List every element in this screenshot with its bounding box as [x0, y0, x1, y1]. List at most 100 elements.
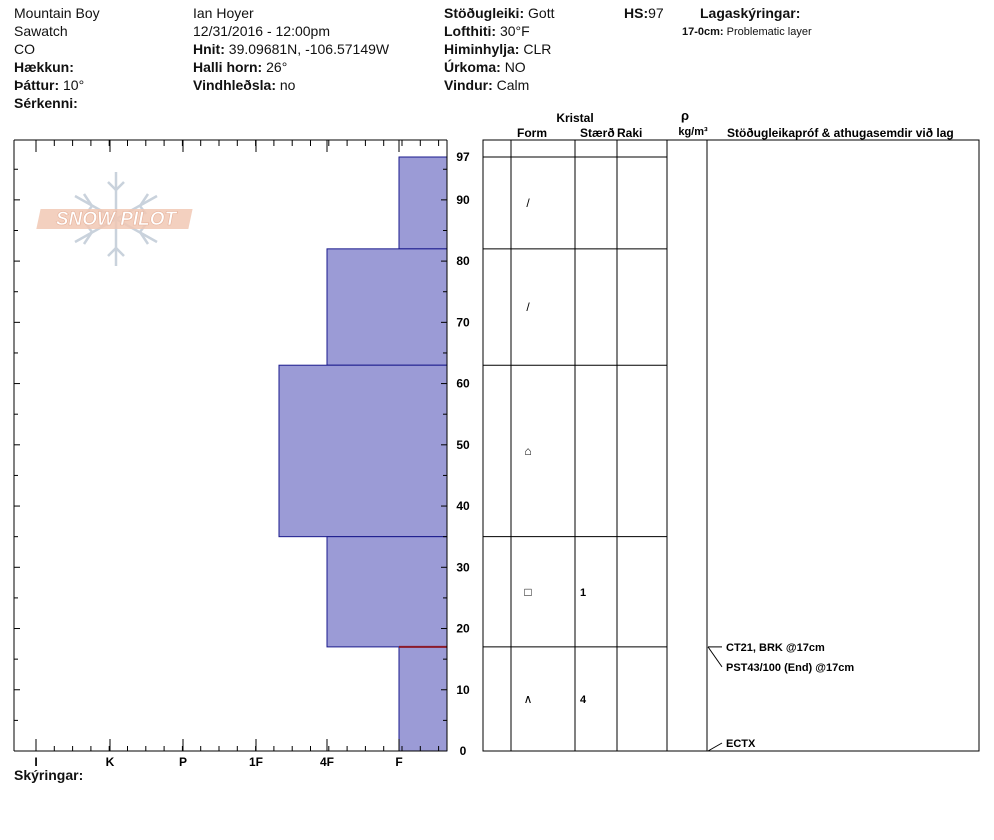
- location: Mountain Boy: [14, 5, 100, 21]
- elevation-row: Hækkun:: [14, 58, 74, 76]
- layer-note: 17-0cm: Problematic layer: [682, 23, 812, 41]
- features-label: Sérkenni:: [14, 95, 78, 111]
- coords-label: Hnit:: [193, 41, 225, 57]
- depth-tick-label: 70: [456, 315, 470, 329]
- depth-tick-label: 0: [460, 744, 467, 758]
- depth-tick-label: 80: [456, 254, 470, 268]
- hardness-layer-bar: [278, 364, 448, 538]
- tests-header: Stöðugleikapróf & athugasemdir við lag: [727, 126, 954, 140]
- bottom-tick-marks: [35, 739, 440, 751]
- hardness-plot: 0 10 20 30 40 50 60 70 80 90 97 I K P 1F 4F F: [13, 139, 470, 769]
- depth-tick-label: 97: [456, 150, 470, 164]
- layer-notes-label: Lagaskýringar:: [700, 5, 801, 21]
- depth-tick-label: 10: [456, 683, 470, 697]
- stability-value: Gott: [528, 5, 555, 21]
- moisture-header: Raki: [617, 126, 642, 140]
- hardness-layers: [278, 156, 448, 752]
- stability-label: Stöðugleiki:: [444, 5, 525, 21]
- depth-tick-label: 50: [456, 438, 470, 452]
- layer-note-depth: 17-0cm:: [682, 26, 724, 38]
- slope-row: Halli horn: 26°: [193, 58, 287, 76]
- test-result: ECTX: [726, 738, 756, 750]
- aspect-row: Þáttur: 10°: [14, 76, 84, 94]
- depth-tick-labels: 0 10 20 30 40 50 60 70 80 90 97: [456, 150, 470, 758]
- depth-tick-label: 90: [456, 193, 470, 207]
- wind-label: Vindur:: [444, 77, 493, 93]
- notes-row: Skýringar:: [14, 766, 83, 784]
- density-unit: kg/m³: [678, 126, 708, 138]
- logo-text: SNOW PILOT: [56, 209, 178, 230]
- hs-value: 97: [648, 5, 664, 21]
- air-temp-value: 30°F: [499, 23, 530, 39]
- notes-label: Skýringar:: [14, 767, 84, 783]
- snowpilot-logo: SNOW PILOT: [36, 172, 193, 266]
- coords-row: Hnit: 39.09681N, -106.57149W: [193, 40, 389, 58]
- crystal-form-symbol: /: [526, 196, 530, 210]
- hardness-tick-label: K: [106, 755, 115, 769]
- stability-tests: CT21, BRK @17cm PST43/100 (End) @17cm ECTX: [707, 642, 854, 752]
- hardness-tick-label: 1F: [249, 755, 263, 769]
- wind-loading-value: no: [279, 77, 296, 93]
- table-frame: [482, 139, 980, 752]
- air-temp-label: Lofthiti:: [444, 23, 497, 39]
- depth-tick-label: 60: [456, 377, 470, 391]
- depth-tick-label: 30: [456, 560, 470, 574]
- crystal-size: 4: [580, 694, 587, 706]
- crystal-table: Kristal Form Stærð Raki ρ kg/m³ Stöðugle…: [482, 108, 980, 752]
- features-row: Sérkenni:: [14, 94, 78, 112]
- datetime: 12/31/2016 - 12:00pm: [193, 23, 330, 39]
- hardness-tick-label: F: [395, 755, 402, 769]
- hardness-tick-label: 4F: [320, 755, 334, 769]
- table-layer-rows: / / ⌂ □ 1 ∧ 4: [483, 156, 667, 706]
- aspect-label: Þáttur:: [14, 77, 60, 93]
- hardness-tick-label: P: [179, 755, 187, 769]
- depth-tick-label: 20: [456, 622, 470, 636]
- air-temp-row: Lofthiti: 30°F: [444, 22, 530, 40]
- hardness-layer-bar: [326, 536, 448, 648]
- left-tick-marks: [14, 168, 20, 752]
- hardness-layer-bar: [398, 646, 448, 752]
- slope-label: Halli horn:: [193, 59, 263, 75]
- crystal-form-symbol: □: [524, 585, 531, 599]
- crystal-form-symbol: ∧: [524, 692, 533, 706]
- precip-row: Úrkoma: NO: [444, 58, 526, 76]
- form-header: Form: [517, 126, 547, 140]
- elevation-label: Hækkun:: [14, 59, 74, 75]
- coords-value: 39.09681N, -106.57149W: [228, 41, 390, 57]
- hs-row: HS:97: [624, 4, 664, 22]
- hardness-tick-labels: I K P 1F 4F F: [34, 755, 402, 769]
- wind-loading-label: Vindhleðsla:: [193, 77, 276, 93]
- crystal-header: Kristal: [556, 111, 593, 125]
- depth-tick-marks: [441, 168, 447, 752]
- slope-value: 26°: [266, 59, 288, 75]
- hs-label: HS:: [624, 5, 649, 21]
- top-tick-marks: [35, 140, 440, 152]
- test-pointer: [707, 742, 723, 752]
- hardness-layer-bar: [326, 248, 448, 366]
- aspect-value: 10°: [63, 77, 85, 93]
- sky-value: CLR: [523, 41, 552, 57]
- test-result: PST43/100 (End) @17cm: [726, 662, 854, 674]
- density-symbol: ρ: [681, 108, 689, 123]
- crystal-form-symbol: /: [526, 300, 530, 314]
- layer-note-text: Problematic layer: [726, 26, 812, 38]
- sky-label: Himinhylja:: [444, 41, 520, 57]
- mountain-range: Sawatch: [14, 23, 68, 39]
- sky-row: Himinhylja: CLR: [444, 40, 551, 58]
- depth-tick-label: 40: [456, 499, 470, 513]
- precip-label: Úrkoma:: [444, 59, 501, 75]
- wind-row: Vindur: Calm: [444, 76, 529, 94]
- test-result: CT21, BRK @17cm: [726, 642, 825, 654]
- precip-value: NO: [504, 59, 526, 75]
- crystal-form-symbol: ⌂: [524, 444, 531, 458]
- size-header: Stærð: [580, 126, 615, 140]
- state: CO: [14, 41, 35, 57]
- wind-loading-row: Vindhleðsla: no: [193, 76, 295, 94]
- observer: Ian Hoyer: [193, 5, 254, 21]
- test-pointer: [707, 646, 723, 668]
- stability-row: Stöðugleiki: Gott: [444, 4, 554, 22]
- wind-value: Calm: [496, 77, 530, 93]
- hardness-tick-label: I: [34, 755, 37, 769]
- hardness-layer-bar: [398, 156, 448, 250]
